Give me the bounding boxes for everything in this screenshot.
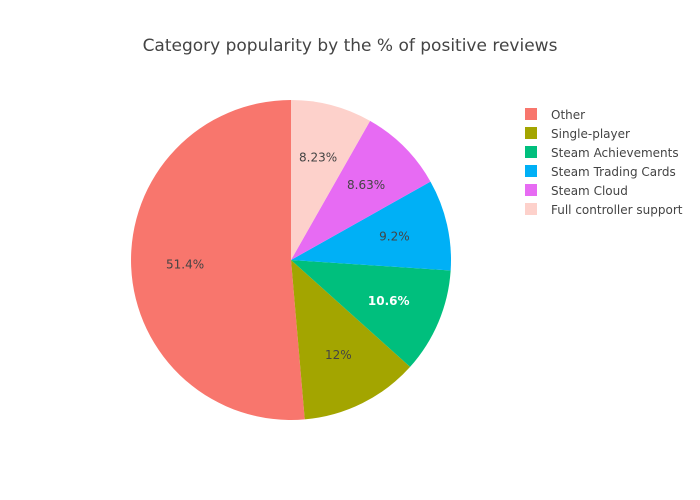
legend-label-steam-achievements: Steam Achievements [551, 146, 679, 160]
pie-slice-steam-cloud[interactable] [291, 120, 431, 260]
legend-item-steam-trading-cards[interactable]: Steam Trading Cards [525, 165, 676, 179]
legend-item-steam-cloud[interactable]: Steam Cloud [525, 184, 628, 198]
slice-label-single-player: 12% [325, 348, 352, 362]
legend-label-full-controller-support: Full controller support [551, 203, 683, 217]
legend-item-full-controller-support[interactable]: Full controller support [525, 203, 683, 217]
slice-label-steam-trading-cards: 9.2% [379, 230, 410, 244]
slice-labels: 51.4% 12% 10.6% 9.2% 8.63% 8.23% [166, 151, 410, 362]
pie-slice-steam-achievements[interactable] [291, 260, 451, 367]
legend: Other Single-player Steam Achievements Stea… [525, 108, 683, 217]
slice-label-full-controller-support: 8.23% [299, 151, 337, 165]
legend-swatch-steam-achievements [525, 146, 537, 158]
legend-swatch-steam-trading-cards [525, 165, 537, 177]
slice-label-steam-achievements: 10.6% [368, 294, 410, 308]
legend-label-other: Other [551, 108, 585, 122]
slice-label-other: 51.4% [166, 258, 204, 272]
legend-label-steam-cloud: Steam Cloud [551, 184, 628, 198]
slice-label-steam-cloud: 8.63% [347, 178, 385, 192]
pie-slice-steam-trading-cards[interactable] [291, 181, 452, 271]
pie-slice-full-controller-support[interactable] [291, 100, 371, 260]
legend-item-other[interactable]: Other [525, 108, 585, 122]
legend-swatch-other [525, 108, 537, 120]
legend-label-steam-trading-cards: Steam Trading Cards [551, 165, 676, 179]
legend-swatch-steam-cloud [525, 184, 537, 196]
legend-item-single-player[interactable]: Single-player [525, 127, 630, 141]
chart-title: Category popularity by the % of positive… [143, 36, 558, 56]
legend-label-single-player: Single-player [551, 127, 630, 141]
legend-swatch-full-controller-support [525, 203, 537, 215]
legend-item-steam-achievements[interactable]: Steam Achievements [525, 146, 679, 160]
pie-slice-other[interactable] [131, 100, 305, 421]
pie-slices [131, 100, 452, 421]
legend-swatch-single-player [525, 127, 537, 139]
pie-slice-single-player[interactable] [291, 260, 411, 420]
